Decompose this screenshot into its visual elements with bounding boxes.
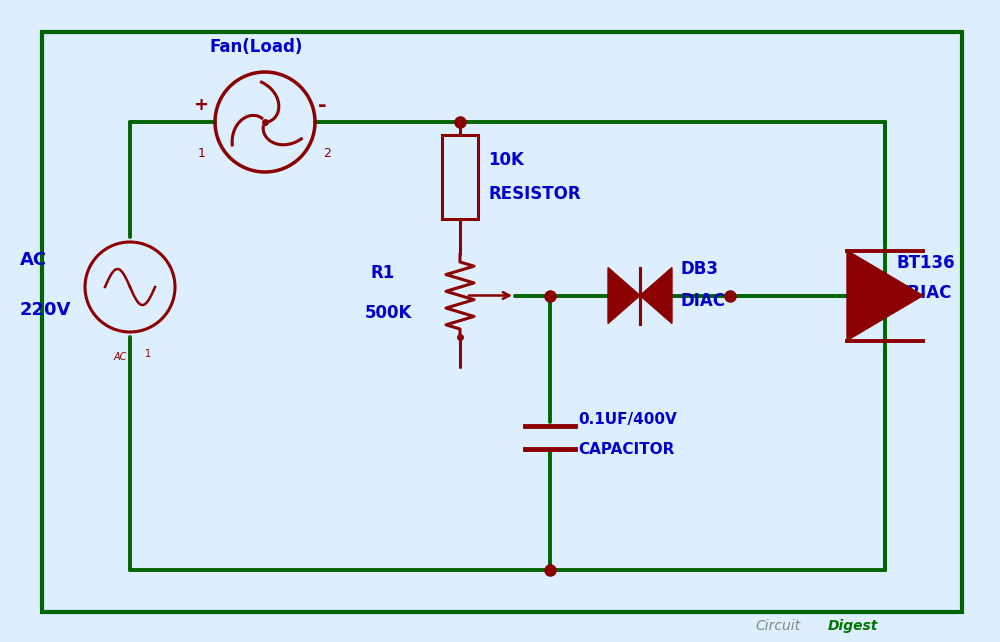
Text: DB3: DB3 — [680, 259, 718, 277]
Text: -: - — [318, 96, 327, 116]
Text: 0.1UF/400V: 0.1UF/400V — [578, 412, 677, 427]
Text: +: + — [193, 96, 208, 114]
Text: RESISTOR: RESISTOR — [488, 185, 581, 203]
Text: Circuit: Circuit — [755, 619, 800, 633]
Text: AC: AC — [20, 251, 47, 269]
Text: AC: AC — [113, 352, 127, 362]
Text: R1: R1 — [370, 263, 394, 281]
Polygon shape — [640, 268, 672, 324]
Text: BT136: BT136 — [897, 254, 956, 272]
Text: TRIAC: TRIAC — [897, 284, 952, 302]
Polygon shape — [847, 250, 923, 340]
Text: 1: 1 — [145, 349, 151, 359]
Text: Digest: Digest — [828, 619, 878, 633]
Text: DIAC: DIAC — [680, 291, 725, 309]
Text: CAPACITOR: CAPACITOR — [578, 442, 674, 457]
Text: Fan(Load): Fan(Load) — [210, 38, 303, 56]
Text: 220V: 220V — [20, 301, 71, 319]
Text: 10K: 10K — [488, 151, 524, 169]
Polygon shape — [608, 268, 640, 324]
Text: 500K: 500K — [365, 304, 412, 322]
Text: 2: 2 — [323, 147, 331, 160]
Bar — [442, 135, 478, 219]
Text: 1: 1 — [198, 147, 206, 160]
